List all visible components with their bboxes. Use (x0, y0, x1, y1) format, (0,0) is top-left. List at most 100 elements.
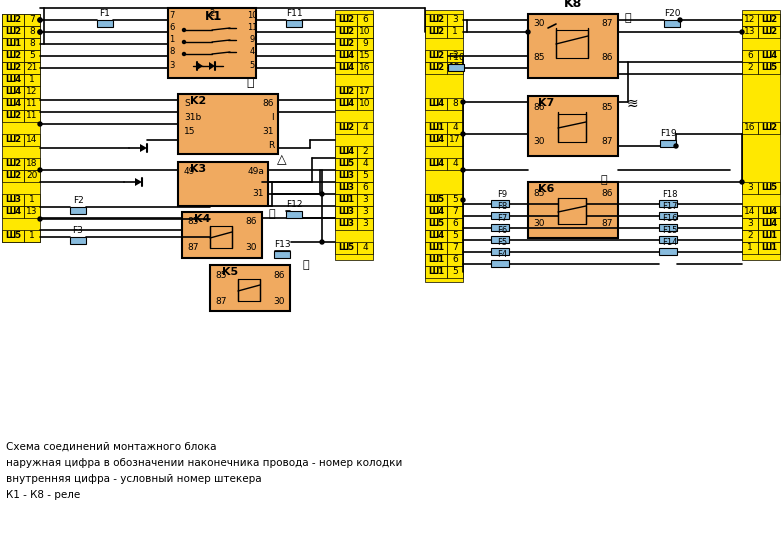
Text: 5: 5 (452, 195, 458, 205)
Text: Ш3: Ш3 (338, 219, 354, 228)
Bar (335, 14, 357, 26)
Text: 87: 87 (215, 296, 227, 306)
Text: K7: K7 (538, 98, 554, 108)
Text: Ш4: Ш4 (338, 99, 354, 109)
Text: 5: 5 (452, 267, 458, 276)
Bar (24, 230, 40, 242)
Text: 87: 87 (601, 19, 613, 29)
Bar (70, 207, 86, 214)
Bar (742, 218, 758, 230)
Text: 49a: 49a (247, 167, 264, 177)
Text: K3: K3 (190, 164, 206, 174)
Bar (24, 74, 40, 86)
Text: Ш2: Ш2 (5, 64, 21, 72)
Text: Ш2: Ш2 (338, 87, 354, 97)
Text: 8: 8 (29, 28, 35, 37)
Text: F7: F7 (497, 214, 507, 223)
Circle shape (320, 192, 324, 196)
Bar (556, 30, 588, 58)
Text: Схема соединений монтажного блока: Схема соединений монтажного блока (6, 442, 217, 452)
Text: F12: F12 (285, 200, 303, 209)
Text: 3: 3 (362, 219, 368, 228)
Bar (425, 14, 447, 26)
Text: Ш4: Ш4 (5, 207, 21, 217)
Text: 12: 12 (744, 16, 755, 24)
Bar (24, 86, 40, 98)
Bar (758, 242, 780, 254)
Bar (24, 170, 40, 182)
Polygon shape (140, 144, 147, 152)
Bar (24, 38, 40, 50)
Text: наружная цифра в обозначении наконечника провода - номер колодки: наружная цифра в обозначении наконечника… (6, 458, 403, 468)
Text: 87: 87 (601, 219, 613, 228)
Text: 3: 3 (170, 62, 174, 71)
Bar (425, 266, 447, 278)
Bar (447, 218, 463, 230)
Text: 2: 2 (747, 64, 753, 72)
Polygon shape (209, 62, 215, 70)
Circle shape (740, 30, 744, 34)
Text: Ш5: Ш5 (338, 159, 354, 168)
Bar (335, 86, 357, 98)
Text: 🌂: 🌂 (246, 76, 253, 89)
Bar (758, 50, 780, 62)
Text: 49: 49 (184, 167, 196, 177)
Text: 1: 1 (170, 36, 174, 44)
Bar (425, 242, 447, 254)
Text: Ш1: Ш1 (761, 232, 777, 240)
Bar (528, 14, 618, 78)
Text: Ш2: Ш2 (761, 124, 777, 132)
Text: F14: F14 (662, 238, 678, 247)
Bar (491, 212, 509, 219)
Text: Ш2: Ш2 (5, 16, 21, 24)
Text: Ш2: Ш2 (428, 51, 444, 60)
Bar (2, 170, 24, 182)
Circle shape (38, 122, 42, 126)
Text: 3: 3 (362, 195, 368, 205)
Bar (742, 10, 780, 260)
Circle shape (38, 30, 42, 34)
Text: 30: 30 (533, 219, 544, 228)
Text: 🔦: 🔦 (269, 209, 275, 219)
Bar (357, 218, 373, 230)
Bar (425, 62, 447, 74)
Bar (24, 14, 40, 26)
Text: F19: F19 (660, 129, 676, 138)
Text: 87: 87 (601, 138, 613, 146)
Text: 13: 13 (744, 28, 755, 37)
Text: 86: 86 (246, 218, 257, 226)
Bar (335, 26, 357, 38)
Bar (24, 206, 40, 218)
Text: Ш2: Ш2 (338, 16, 354, 24)
Bar (659, 224, 677, 231)
Bar (2, 110, 24, 122)
Bar (425, 230, 447, 242)
Bar (357, 242, 373, 254)
Text: Ш2: Ш2 (5, 136, 21, 145)
Bar (335, 206, 357, 218)
Text: 7: 7 (452, 207, 458, 217)
Bar (660, 140, 676, 147)
Text: Ш1: Ш1 (428, 124, 444, 132)
Circle shape (674, 144, 678, 148)
Text: Ш2: Ш2 (5, 28, 21, 37)
Text: 2: 2 (452, 51, 457, 60)
Bar (447, 122, 463, 134)
Text: 4: 4 (362, 159, 368, 168)
Text: 3: 3 (747, 184, 753, 192)
Text: Ш4: Ш4 (5, 87, 21, 97)
Bar (357, 50, 373, 62)
Text: F13: F13 (274, 240, 290, 249)
Bar (357, 122, 373, 134)
Bar (178, 94, 278, 154)
Text: Ш2: Ш2 (428, 64, 444, 72)
Circle shape (461, 198, 465, 202)
Bar (335, 194, 357, 206)
Text: Ш2: Ш2 (5, 111, 21, 120)
Text: Ш2: Ш2 (5, 172, 21, 180)
Bar (70, 237, 86, 244)
Bar (274, 251, 290, 258)
Bar (335, 146, 357, 158)
Text: 20: 20 (27, 172, 38, 180)
Text: Ш2: Ш2 (5, 51, 21, 60)
